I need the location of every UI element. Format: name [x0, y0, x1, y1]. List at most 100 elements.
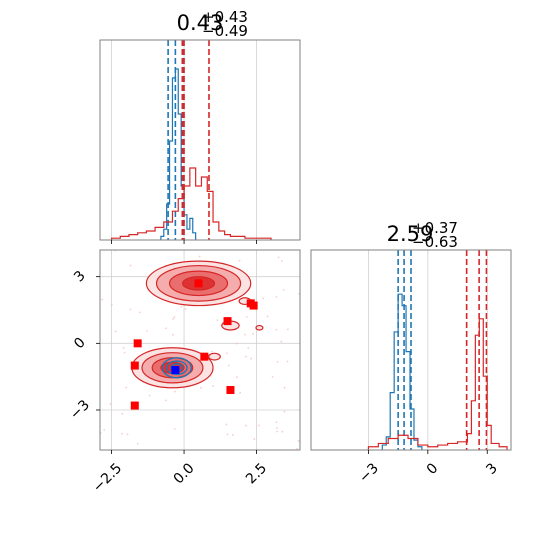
scatter-dot: [246, 316, 248, 318]
scatter-dot: [258, 424, 260, 427]
blue-contour-1: [165, 360, 188, 376]
red-contour-4-0: [255, 324, 264, 331]
bl-xtick-label-2: 2.5: [243, 460, 270, 487]
frame-bottom-left: [99, 249, 301, 451]
scatter-dot: [216, 319, 219, 322]
scatter-dot: [225, 352, 228, 355]
tl-series-1: [110, 167, 272, 240]
scatter-dot: [286, 360, 289, 363]
red-marker-8: [249, 301, 258, 310]
scatter-dot: [173, 316, 176, 318]
scatter-dot: [239, 391, 242, 394]
title-top-left-value: 0.43: [177, 11, 224, 35]
scatter-dot: [129, 264, 132, 267]
scatter-dot: [283, 386, 286, 389]
red-marker-0: [194, 279, 203, 288]
red-marker-5: [130, 361, 139, 370]
scatter-dot: [211, 350, 214, 353]
histogram-top-left: [110, 40, 272, 240]
bl-xtick-label-0: −2.5: [90, 460, 125, 495]
title-top-left-upper: +0.43: [202, 8, 248, 26]
scatter-dot: [276, 360, 279, 363]
scatter-dot: [275, 421, 278, 424]
br-series-0: [381, 293, 423, 450]
panel-top-left: 0.43 +0.43 −0.49: [99, 8, 301, 244]
scatter-dot: [123, 351, 126, 354]
scatter-dot: [200, 386, 202, 389]
title-bottom-right-lower: −0.63: [412, 233, 458, 251]
scatter-dot: [275, 296, 278, 298]
scatter-dot: [244, 333, 246, 336]
scatter-dot: [236, 376, 238, 379]
scatter-dot: [225, 423, 228, 426]
scatter-dot: [281, 430, 284, 433]
scatter-dot: [253, 438, 256, 441]
scatter-dot: [198, 255, 201, 258]
scatter-dot: [235, 342, 238, 345]
scatter-dot: [244, 355, 247, 358]
red-marker-6: [226, 386, 235, 394]
bl-ytick-label-2: −3: [67, 397, 93, 423]
scatter-dot: [296, 447, 298, 450]
scatter-dot: [114, 330, 117, 333]
scatter-dot: [250, 357, 252, 360]
blue-contour-0: [161, 357, 193, 379]
scatter-dot: [126, 433, 129, 436]
scatter-dot: [231, 433, 234, 436]
scatter-dot: [138, 311, 141, 314]
scatter-dot: [122, 346, 125, 349]
scatter-dot: [148, 394, 151, 397]
scatter-dot: [109, 402, 112, 405]
scatter-dot: [164, 399, 167, 402]
histogram-bottom-right: [367, 250, 508, 450]
red-marker-3: [133, 339, 142, 348]
frame-top-left: [99, 39, 301, 241]
scatter-dot: [110, 303, 113, 306]
scatter-dot: [212, 384, 214, 387]
blue-marker-0: [171, 366, 180, 374]
scatter-dot: [173, 427, 176, 430]
scatter-dot: [103, 429, 106, 431]
scatter-dot: [101, 298, 103, 301]
scatter-dot: [226, 433, 229, 436]
scatter-dot: [247, 346, 250, 349]
scatter-dot: [266, 315, 269, 318]
bl-ytick-label-0: 3: [71, 268, 89, 286]
scatter-dot: [275, 328, 278, 331]
scatter-dot: [172, 317, 174, 320]
title-top-left-lower: −0.49: [202, 22, 248, 40]
scatter-dot: [277, 256, 280, 259]
title-bottom-right-value: 2.59: [387, 222, 434, 246]
scatter-dot: [276, 430, 278, 433]
scatter-dot: [297, 439, 300, 442]
scatter-dot: [173, 390, 176, 393]
contour-bottom-left: [100, 250, 300, 450]
panel-bottom-left: −2.5 0.0 2.5 3 0 −3: [67, 249, 301, 496]
scatter-dot: [184, 308, 187, 310]
scatter-dot: [121, 412, 124, 415]
scatter-dot: [271, 376, 274, 378]
scatter-dot: [282, 289, 285, 291]
title-bottom-right-upper: +0.37: [412, 219, 458, 237]
scatter-dot: [252, 333, 254, 335]
scatter-dot: [262, 297, 265, 300]
scatter-dot: [283, 410, 286, 413]
scatter-dot: [136, 442, 139, 445]
br-xtick-label-1: 0: [424, 460, 442, 478]
scatter-dot: [180, 305, 183, 308]
title-top-left: 0.43: [177, 11, 224, 35]
scatter-dot: [146, 330, 148, 332]
scatter-dot: [171, 333, 174, 336]
bl-ytick-label-1: 0: [71, 335, 89, 353]
red-marker-4: [200, 352, 209, 361]
br-xtick-label-2: 3: [483, 460, 501, 478]
br-xtick-label-0: −3: [356, 460, 382, 486]
scatter-dot: [165, 327, 168, 330]
scatter-dot: [287, 328, 289, 331]
scatter-dot: [238, 259, 241, 262]
frame-bottom-right: [310, 249, 512, 451]
scatter-dot: [276, 427, 278, 430]
scatter-dot: [129, 308, 132, 311]
bl-xtick-label-1: 0.0: [171, 460, 198, 487]
